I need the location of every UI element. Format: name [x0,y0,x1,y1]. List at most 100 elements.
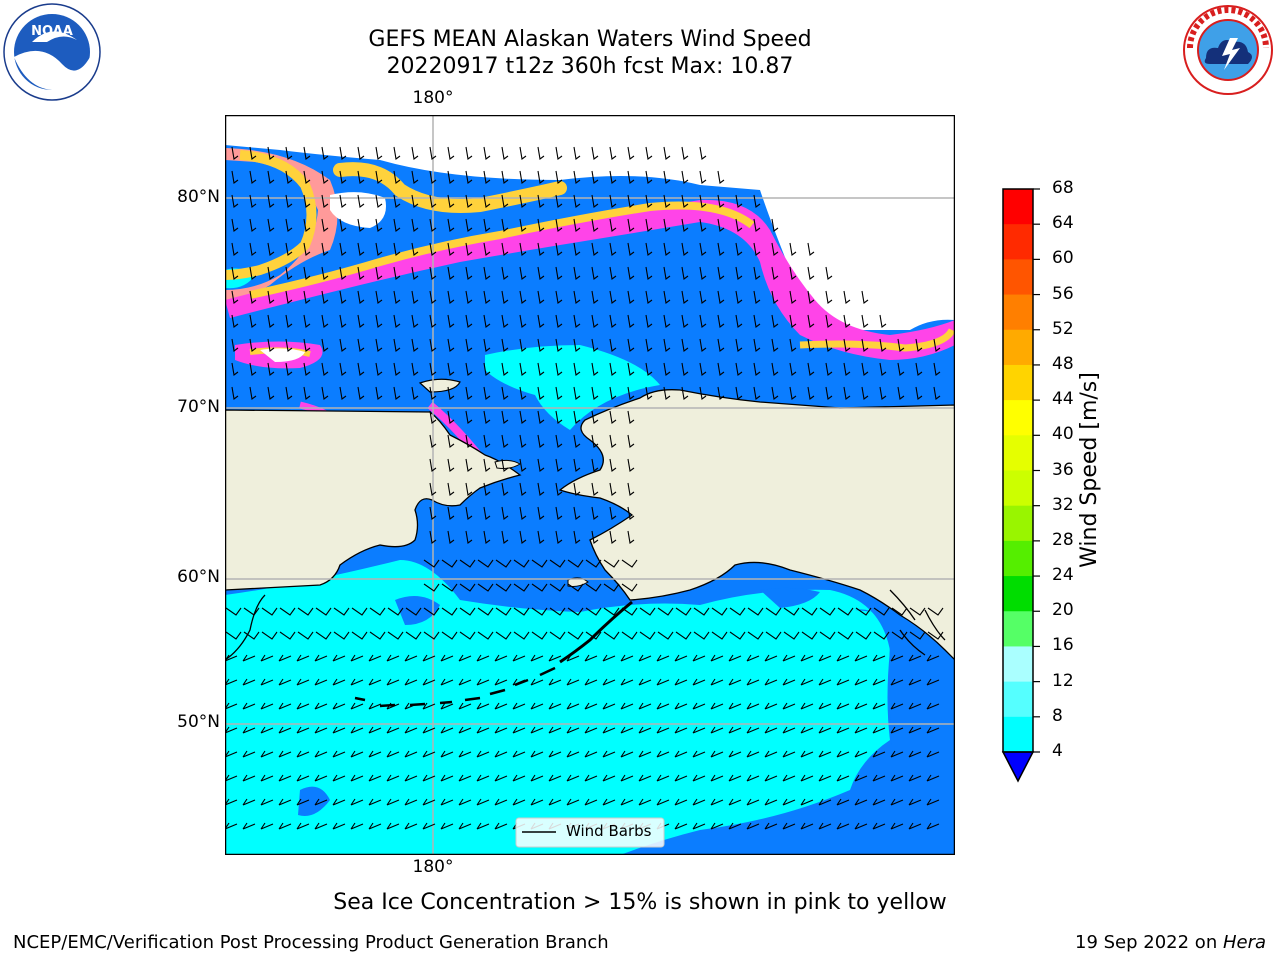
colorbar-bin [1003,189,1033,225]
colorbar-tick-label: 32 [1052,494,1074,515]
wind-barb [861,386,869,400]
wind-barb [537,218,545,232]
wind-barb [627,482,635,496]
wind-barb [627,266,635,280]
wind-barb [512,726,526,734]
wind-barb [566,654,580,662]
wind-barb [537,362,545,376]
wind-barb [627,410,635,424]
wind-barb [386,822,400,830]
wind-barb [800,798,814,806]
wind-barb [537,410,545,424]
wind-barb [584,726,598,734]
wind-barb [573,506,581,520]
wind-barb [231,242,239,256]
wind-barb [567,607,584,616]
wind-barb [609,362,617,376]
wind-barb [800,702,814,710]
wind-barb [926,726,940,734]
wind-barb [602,726,616,734]
wind-barb [350,798,364,806]
wind-barb [465,458,473,472]
wind-barb [465,362,473,376]
wind-barb [573,386,581,400]
wind-barb [375,290,383,304]
wind-barb [387,631,404,640]
wind-barb [321,218,329,232]
wind-barb [548,678,562,686]
wind-barb [429,146,437,160]
wind-barb [393,170,401,184]
wind-barb [386,654,400,662]
wind-barb [591,362,599,376]
wind-barb [555,530,563,544]
wind-barb [584,798,598,806]
wind-barb [753,314,761,328]
wind-barb [422,678,436,686]
wind-barb [549,631,566,640]
wind-barb [537,338,545,352]
wind-barb [627,434,635,448]
wind-barb [513,559,530,568]
wind-barb [501,218,509,232]
wind-barb [926,654,940,662]
wind-barb [375,266,383,280]
wind-barb [656,798,670,806]
wind-barb [591,170,599,184]
wind-barb [879,386,887,400]
wind-barb [249,194,257,208]
wind-barb [519,266,527,280]
wind-barb [314,750,328,758]
wind-barb [465,290,473,304]
wind-barb [566,774,580,782]
wind-barb [566,678,580,686]
wind-barb [656,750,670,758]
wind-barb [717,362,725,376]
wind-barb [530,798,544,806]
wind-barb [854,822,868,830]
wind-barb [476,798,490,806]
wind-barb [926,678,940,686]
wind-barb [621,607,638,616]
wind-barb [357,170,365,184]
wind-barb [825,266,833,280]
wind-barb [459,607,476,616]
wind-barb [620,654,634,662]
wind-barb [267,170,275,184]
wind-barb [303,314,311,328]
wind-barb [836,822,850,830]
colorbar-bin [1003,259,1033,296]
wind-barb [728,750,742,758]
wind-barb [591,338,599,352]
wind-barb [411,386,419,400]
wind-barb [339,266,347,280]
wind-barb [447,194,455,208]
wind-barb [699,242,707,256]
wind-barb [332,798,346,806]
wind-barb [591,242,599,256]
wind-barb [717,386,725,400]
wind-barb [584,702,598,710]
wind-barb [422,822,436,830]
wind-barb [285,266,293,280]
wind-barb [908,678,922,686]
wind-barb [573,530,581,544]
wind-barb [783,631,800,640]
wind-barb [692,654,706,662]
wind-barb [747,631,764,640]
footer-host: Hera [1222,932,1266,953]
wind-barb [429,194,437,208]
wind-barb [494,678,508,686]
wind-barb [483,170,491,184]
wind-barb [567,583,584,592]
wind-barb [675,631,692,640]
wind-barb [891,607,908,616]
wind-barb [249,170,257,184]
wind-barb [422,798,436,806]
wind-barb [692,750,706,758]
wind-barb [681,338,689,352]
wind-barb [807,314,815,328]
wind-barb [663,338,671,352]
wind-barb [602,654,616,662]
wind-barb [447,290,455,304]
